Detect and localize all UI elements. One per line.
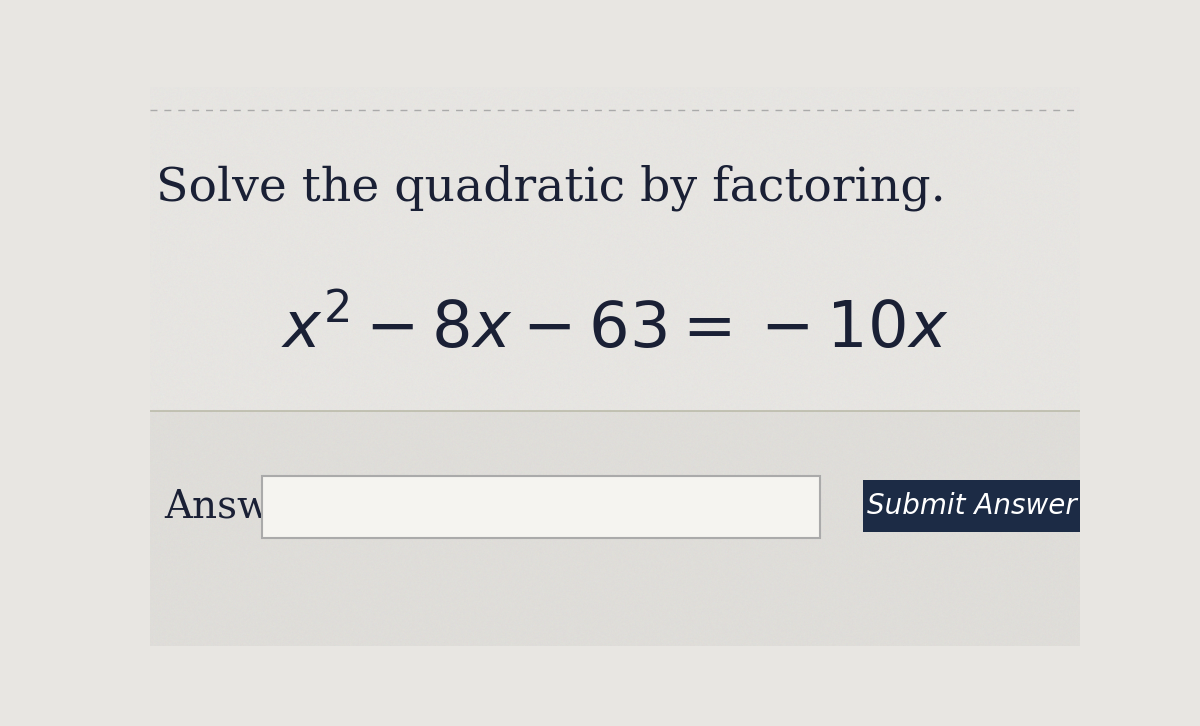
Text: Submit Answer: Submit Answer xyxy=(866,492,1076,520)
FancyBboxPatch shape xyxy=(863,480,1080,532)
FancyBboxPatch shape xyxy=(150,87,1080,410)
Text: Answer:: Answer: xyxy=(164,489,325,526)
Text: Solve the quadratic by factoring.: Solve the quadratic by factoring. xyxy=(156,164,946,211)
FancyBboxPatch shape xyxy=(150,410,1080,646)
Text: $x^2 - 8x - 63 = -10x$: $x^2 - 8x - 63 = -10x$ xyxy=(281,298,949,362)
FancyBboxPatch shape xyxy=(263,476,821,537)
